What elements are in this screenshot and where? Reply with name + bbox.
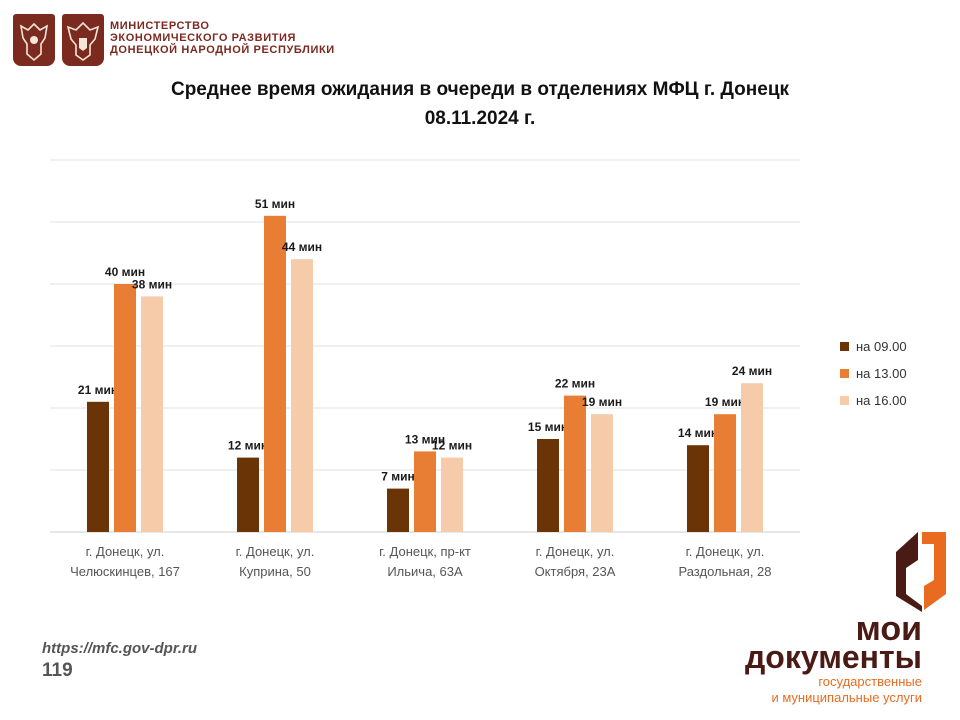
page-number: 119	[42, 660, 73, 681]
bar	[591, 414, 613, 532]
bar	[264, 215, 286, 533]
legend-label: на 16.00	[856, 393, 907, 408]
data-label: 24 мин	[732, 364, 772, 378]
data-label: 40 мин	[105, 265, 145, 279]
x-tick-label: Ильича, 63А	[387, 564, 463, 579]
x-tick-label: г. Донецк, ул.	[86, 544, 165, 559]
russia-coat-of-arms-icon	[13, 14, 55, 66]
brand-name-line1: мои	[855, 610, 922, 648]
bar	[714, 414, 736, 532]
legend-item: на 13.00	[840, 360, 907, 387]
legend-swatch	[840, 396, 849, 405]
legend-item: на 16.00	[840, 387, 907, 414]
x-tick-label: Челюскинцев, 167	[70, 564, 180, 579]
ministry-line: ДОНЕЦКОЙ НАРОДНОЙ РЕСПУБЛИКИ	[110, 44, 335, 56]
bar	[141, 296, 163, 532]
legend-item: на 09.00	[840, 333, 907, 360]
bar	[741, 383, 763, 532]
data-label: 19 мин	[705, 395, 745, 409]
bar	[237, 457, 259, 532]
legend-swatch	[840, 342, 849, 351]
x-tick-label: г. Донецк, ул.	[686, 544, 765, 559]
x-tick-label: г. Донецк, ул.	[536, 544, 615, 559]
data-label: 15 мин	[528, 420, 568, 434]
x-tick-label: Раздольная, 28	[678, 564, 771, 579]
data-label: 12 мин	[432, 439, 472, 453]
data-label: 19 мин	[582, 395, 622, 409]
data-label: 14 мин	[678, 426, 718, 440]
data-label: 7 мин	[381, 470, 415, 484]
data-label: 21 мин	[78, 383, 118, 397]
chart-title-line: 08.11.2024 г.	[424, 108, 536, 129]
legend-label: на 09.00	[856, 339, 907, 354]
bar	[537, 439, 559, 532]
bar	[687, 445, 709, 532]
ministry-line: ЭКОНОМИЧЕСКОГО РАЗВИТИЯ	[110, 32, 297, 44]
data-label: 38 мин	[132, 277, 172, 291]
brand-tagline-line: и муниципальные услуги	[771, 690, 922, 705]
dpr-coat-of-arms-icon	[62, 14, 104, 66]
chart-legend: на 09.00 на 13.00 на 16.00	[840, 333, 907, 414]
bar	[387, 488, 409, 532]
data-label: 51 мин	[255, 197, 295, 211]
brand-name-line2: документы	[744, 639, 922, 675]
data-label: 13 мин	[405, 432, 445, 446]
x-tick-label: г. Донецк, ул.	[236, 544, 315, 559]
data-label: 12 мин	[228, 439, 268, 453]
bar	[564, 395, 586, 532]
data-label: 44 мин	[282, 240, 322, 254]
site-url-link[interactable]: https://mfc.gov-dpr.ru	[42, 640, 197, 657]
ministry-name: МИНИСТЕРСТВО ЭКОНОМИЧЕСКОГО РАЗВИТИЯ ДОН…	[110, 20, 335, 56]
brand-tagline: государственные и муниципальные услуги	[771, 674, 922, 706]
bar	[291, 259, 313, 532]
bar	[87, 401, 109, 532]
moi-dokumenty-logo-icon	[896, 532, 946, 612]
legend-label: на 13.00	[856, 366, 907, 381]
brand-tagline-line: государственные	[818, 674, 922, 689]
data-label: 22 мин	[555, 377, 595, 391]
legend-swatch	[840, 369, 849, 378]
ministry-line: МИНИСТЕРСТВО	[110, 20, 210, 32]
x-tick-label: Октября, 23А	[535, 564, 616, 579]
x-tick-label: г. Донецк, пр-кт	[379, 544, 471, 559]
x-tick-label: Куприна, 50	[239, 564, 311, 579]
chart-title-line: Среднее время ожидания в очереди в отдел…	[170, 79, 790, 100]
bar	[441, 457, 463, 532]
bar	[114, 284, 136, 532]
chart-title: Среднее время ожидания в очереди в отдел…	[0, 75, 960, 133]
bar	[414, 451, 436, 532]
